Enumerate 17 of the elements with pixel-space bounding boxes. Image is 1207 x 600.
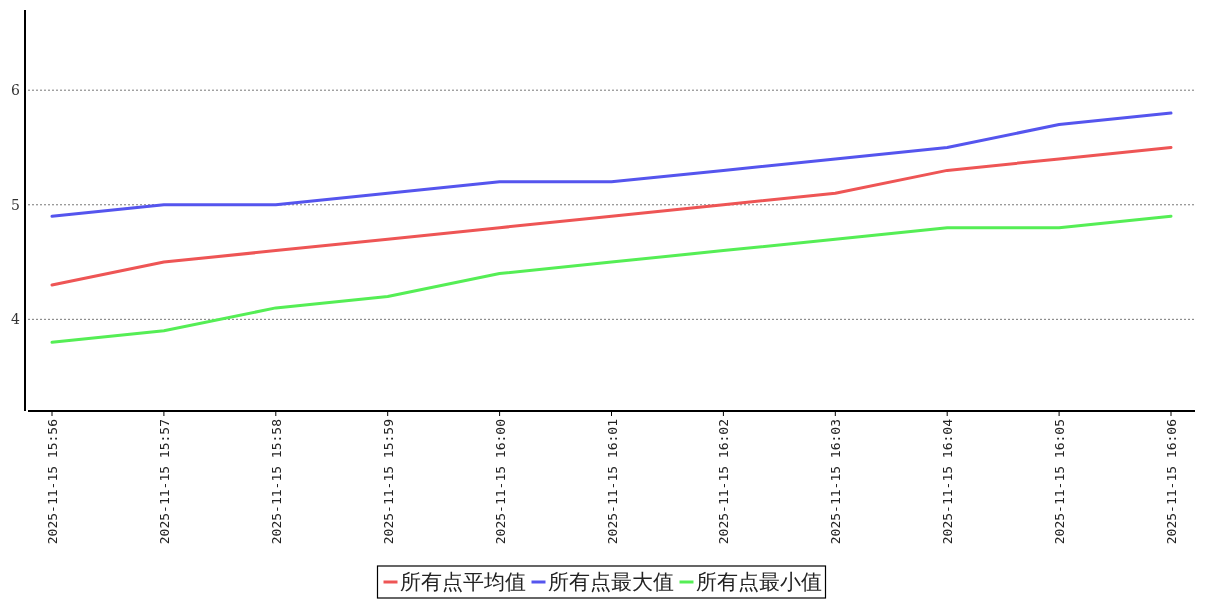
x-tick-label: 2025-11-15 15:58	[268, 419, 284, 545]
x-tick-label: 2025-11-15 16:00	[492, 419, 508, 545]
legend-label: 所有点最大值	[547, 570, 674, 594]
x-tick-label: 2025-11-15 16:06	[1164, 419, 1179, 545]
legend-label: 所有点平均值	[399, 570, 526, 594]
x-tick-label: 2025-11-15 15:57	[156, 419, 172, 545]
x-tick-label: 2025-11-15 16:04	[940, 418, 956, 545]
y-tick-label: 5	[11, 196, 20, 213]
x-tick-label: 2025-11-15 15:56	[45, 419, 60, 545]
x-tick-label: 2025-11-15 16:03	[828, 419, 844, 545]
x-tick-label: 2025-11-15 16:01	[604, 419, 620, 545]
y-tick-label: 4	[11, 311, 21, 328]
legend-label: 所有点最小值	[695, 570, 822, 594]
x-tick-label: 2025-11-15 16:02	[716, 419, 732, 545]
y-tick-label: 6	[11, 82, 21, 99]
x-tick-label: 2025-11-15 15:59	[380, 419, 396, 545]
x-tick-label: 2025-11-15 16:05	[1052, 419, 1068, 545]
